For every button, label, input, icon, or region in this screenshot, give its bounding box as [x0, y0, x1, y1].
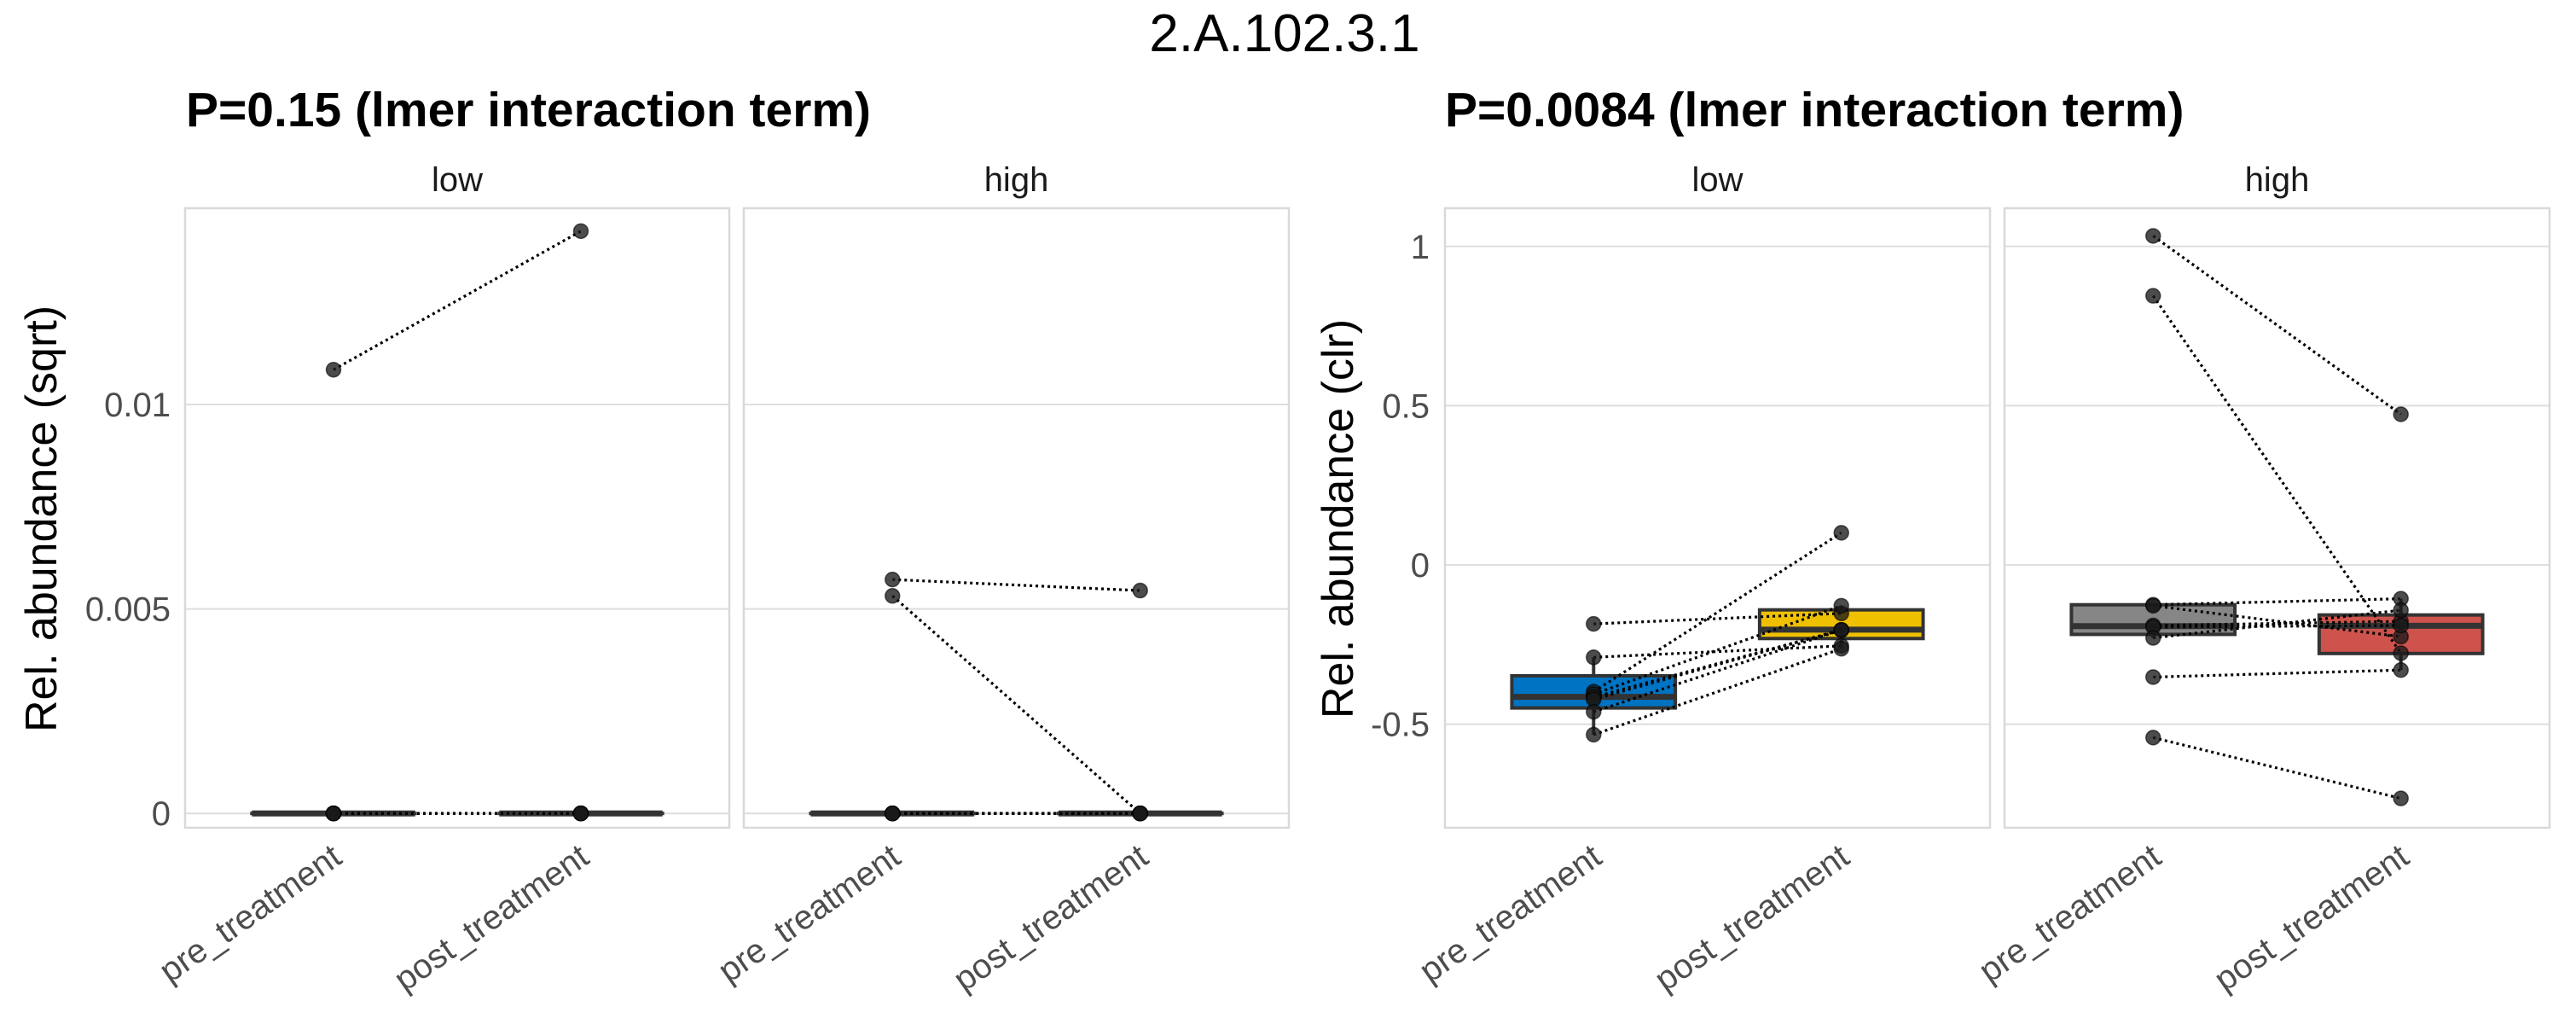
- paired-line: [1593, 532, 1842, 693]
- chart-clr-y-tick-label: -0.5: [1371, 707, 1430, 744]
- data-point-pre: [1586, 615, 1602, 632]
- data-point-post: [2393, 645, 2409, 661]
- paired-line: [2151, 294, 2403, 655]
- data-point-post: [1833, 525, 1849, 541]
- chart-sqrt-y-tick-label: 0.01: [104, 387, 171, 424]
- paired-line: [2152, 736, 2402, 800]
- data-point-post: [1132, 805, 1148, 822]
- data-point-post: [2393, 790, 2409, 806]
- facet-strip-label: high: [984, 161, 1049, 199]
- paired-line: [1593, 628, 1842, 699]
- data-point-post: [1833, 621, 1849, 638]
- panel-border: [183, 207, 731, 829]
- paired-line: [891, 595, 1141, 815]
- chart-clr-y-tick-label: 0: [1411, 547, 1430, 585]
- data-point-pre: [2145, 669, 2161, 685]
- paired-line: [1593, 647, 1842, 736]
- data-point-pre: [325, 805, 342, 822]
- chart-clr-y-axis-title: Rel. abundance (clr): [1314, 319, 1363, 719]
- data-point-pre: [2145, 597, 2161, 614]
- data-point-post: [572, 805, 589, 822]
- paired-line: [1593, 604, 1842, 696]
- data-point-post: [1132, 582, 1148, 599]
- data-point-pre: [1586, 703, 1602, 720]
- facet-strip-label: low: [1691, 161, 1743, 199]
- data-point-post: [1833, 640, 1849, 657]
- data-point-post: [1833, 597, 1849, 614]
- chart-clr-y-ticks: -0.5 0 0.5 1: [1371, 229, 1430, 744]
- data-point-post: [2393, 661, 2409, 678]
- chart-clr-subtitle: P=0.0084 (lmer interaction term): [1445, 83, 2184, 137]
- data-point-pre: [2145, 630, 2161, 646]
- data-point-post: [2393, 602, 2409, 619]
- facet-strip-label: low: [432, 161, 483, 199]
- chart-sqrt-y-tick-label: 0.005: [85, 591, 171, 629]
- chart-clr-y-tick-label: 0.5: [1382, 387, 1430, 425]
- data-point-pre: [885, 571, 901, 588]
- panel-border: [742, 207, 1291, 829]
- chart-clr-y-tick-label: 1: [1411, 229, 1430, 266]
- chart-sqrt-y-ticks: 0 0.005 0.01: [85, 387, 171, 833]
- main-title: 2.A.102.3.1: [1149, 4, 1419, 63]
- paired-line: [1593, 628, 1842, 713]
- data-point-pre: [1586, 649, 1602, 666]
- facet-strip-label: high: [2245, 161, 2310, 199]
- data-point-pre: [325, 362, 342, 378]
- data-point-post: [572, 223, 589, 240]
- data-point-pre: [1586, 726, 1602, 743]
- data-point-pre: [2145, 228, 2161, 244]
- data-point-pre: [885, 588, 901, 604]
- panel-border: [2003, 207, 2551, 829]
- data-point-post: [2393, 617, 2409, 634]
- chart-sqrt-y-tick-label: 0: [152, 795, 171, 833]
- data-point-post: [2393, 406, 2409, 422]
- data-point-pre: [885, 805, 901, 822]
- data-point-pre: [2145, 288, 2161, 304]
- data-point-pre: [2145, 730, 2161, 746]
- chart-sqrt-subtitle: P=0.15 (lmer interaction term): [186, 83, 871, 137]
- paired-line: [1593, 628, 1842, 701]
- chart-sqrt-y-axis-title: Rel. abundance (sqrt): [17, 305, 67, 732]
- panel-border: [1443, 207, 1992, 829]
